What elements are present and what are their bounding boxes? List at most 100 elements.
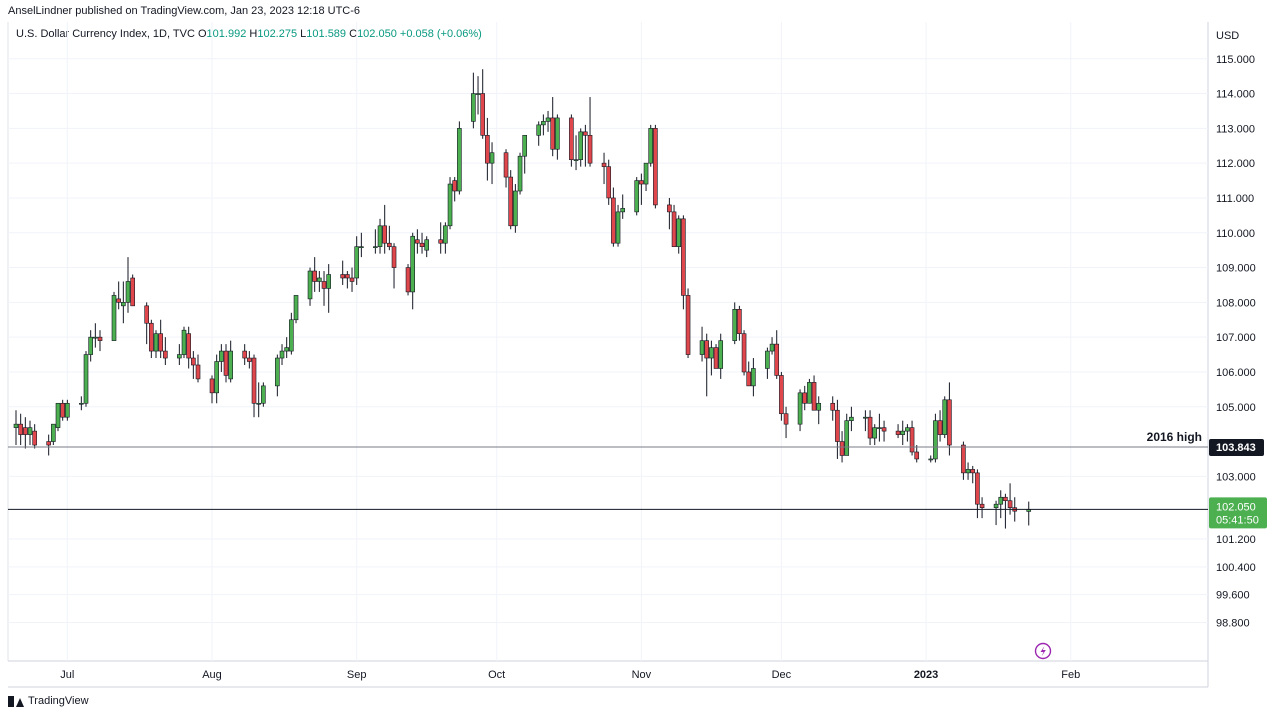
candle-body [783, 413, 789, 425]
candle [354, 236, 359, 285]
candle-body [765, 350, 770, 369]
candle [186, 326, 191, 369]
candle [125, 257, 131, 313]
candle [732, 302, 738, 345]
candle-body [340, 274, 345, 279]
candle-body [130, 277, 135, 307]
candle-body [312, 270, 317, 282]
candle [900, 420, 906, 446]
candle [737, 305, 742, 341]
candle [681, 215, 686, 310]
candle [480, 69, 486, 139]
candle [153, 330, 159, 359]
candle-body [247, 357, 252, 362]
candle [550, 97, 556, 157]
candle-body [685, 295, 691, 355]
candle [573, 135, 579, 171]
candle-body [905, 427, 910, 432]
time-axis[interactable]: Jul Aug Sep Oct Nov Dec 2023 Feb [60, 669, 1080, 681]
candle-body [387, 242, 392, 247]
candle-body [415, 239, 420, 244]
candle [578, 128, 584, 167]
candle-body [993, 503, 999, 508]
candle [251, 354, 257, 418]
candle-body [349, 277, 355, 282]
candle [223, 344, 229, 383]
candle-body [317, 277, 322, 282]
candle [373, 229, 378, 254]
candle [1026, 501, 1032, 526]
candle [424, 236, 429, 258]
candle [452, 177, 457, 202]
candle-body [447, 183, 453, 227]
lightning-icon[interactable] [1034, 642, 1052, 660]
low-value: 101.589 [306, 28, 347, 40]
candle [914, 445, 920, 463]
candle [517, 152, 523, 195]
candle [685, 288, 691, 359]
candle [116, 281, 121, 310]
candle [60, 399, 65, 421]
candle-body [713, 347, 719, 369]
time-tick-label: Aug [202, 669, 222, 681]
candle-body [634, 180, 640, 213]
candle [545, 110, 551, 132]
candle-body [18, 423, 23, 435]
candle-body [475, 93, 481, 95]
candle [1007, 483, 1013, 515]
candle [97, 330, 103, 352]
candle [583, 124, 588, 167]
candle [928, 455, 934, 463]
price-axis[interactable]: USD 115.000 114.000 113.000 112.000 111.000 11… [1209, 30, 1267, 630]
candle-body [438, 239, 443, 244]
candle-body [424, 239, 429, 251]
candle [275, 354, 280, 397]
candle [471, 72, 476, 129]
candles [13, 69, 1032, 529]
candle [979, 497, 985, 519]
candle-body [909, 427, 915, 453]
candle [811, 375, 817, 411]
candle [895, 424, 901, 439]
candle-body [373, 246, 378, 248]
candle-body [522, 135, 528, 157]
candle [676, 215, 682, 254]
candle-body [275, 357, 280, 387]
candle [541, 114, 546, 136]
candle-body [779, 375, 784, 415]
candle [191, 351, 196, 379]
candle [741, 330, 747, 376]
candle [961, 441, 966, 480]
candle [704, 333, 710, 397]
candle [228, 340, 233, 383]
candle [975, 469, 980, 519]
candle [247, 351, 252, 369]
candle [181, 326, 187, 359]
candle-body [555, 117, 560, 150]
candle-body [228, 350, 233, 380]
candle [312, 257, 317, 292]
event-marker[interactable] [1034, 642, 1052, 660]
candle-body [377, 225, 383, 247]
candle [797, 389, 803, 432]
candle [457, 121, 462, 195]
time-tick-label: Sep [347, 669, 367, 681]
candle [769, 337, 775, 355]
candle-body [149, 322, 154, 352]
candle-body [872, 427, 878, 439]
candle-body [242, 350, 247, 359]
candle-body [284, 347, 289, 352]
candle [88, 330, 93, 362]
price-tick-label: 105.000 [1216, 402, 1256, 414]
tradingview-logo: TradingView [8, 695, 89, 707]
candle [947, 382, 952, 456]
candle [648, 124, 654, 167]
candle [23, 417, 28, 449]
candle-body [741, 333, 747, 373]
grid-lines [7, 22, 1209, 688]
candle-body [615, 211, 621, 244]
candle-body [503, 152, 509, 178]
candle [970, 465, 976, 484]
price-tick-label: 98.800 [1216, 618, 1250, 630]
